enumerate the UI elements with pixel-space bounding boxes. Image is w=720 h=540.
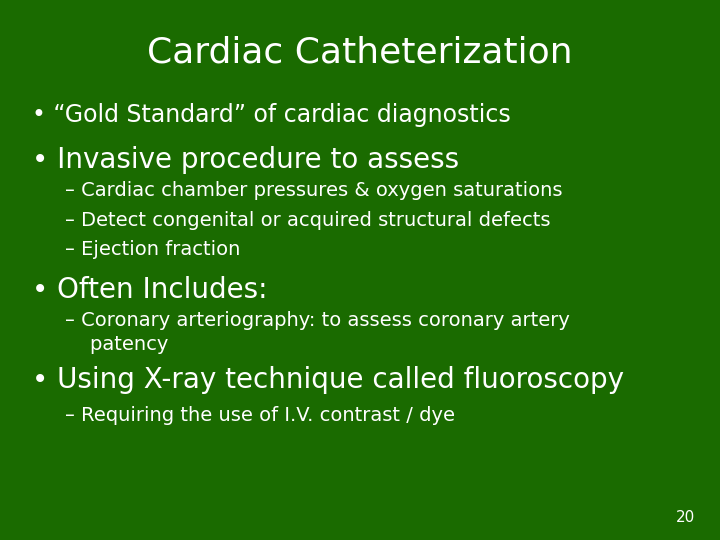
Text: • Often Includes:: • Often Includes: <box>32 276 268 305</box>
Text: – Detect congenital or acquired structural defects: – Detect congenital or acquired structur… <box>65 211 550 229</box>
Text: – Cardiac chamber pressures & oxygen saturations: – Cardiac chamber pressures & oxygen sat… <box>65 181 562 200</box>
Text: – Coronary arteriography: to assess coronary artery
    patency: – Coronary arteriography: to assess coro… <box>65 310 570 354</box>
Text: • Using X-ray technique called fluoroscopy: • Using X-ray technique called fluorosco… <box>32 366 624 394</box>
Text: – Requiring the use of I.V. contrast / dye: – Requiring the use of I.V. contrast / d… <box>65 406 455 425</box>
Text: – Ejection fraction: – Ejection fraction <box>65 240 240 259</box>
Text: 20: 20 <box>675 510 695 525</box>
Text: • “Gold Standard” of cardiac diagnostics: • “Gold Standard” of cardiac diagnostics <box>32 103 511 126</box>
Text: • Invasive procedure to assess: • Invasive procedure to assess <box>32 146 459 174</box>
Text: Cardiac Catheterization: Cardiac Catheterization <box>147 35 573 69</box>
